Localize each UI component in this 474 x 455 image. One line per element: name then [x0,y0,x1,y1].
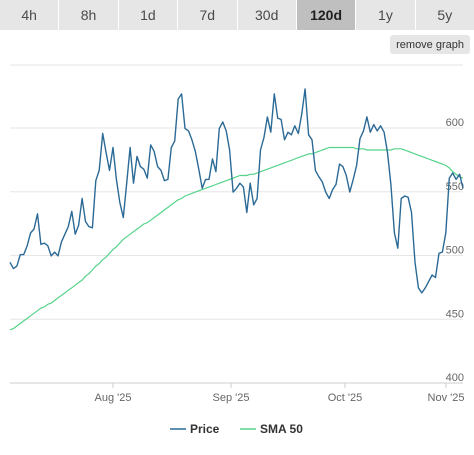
remove-graph-button[interactable]: remove graph [390,35,470,54]
tab-120d[interactable]: 120d [296,0,357,30]
legend-item-label[interactable]: Price [190,422,220,436]
time-range-tabs: 4h 8h 1d 7d 30d 120d 1y 5y [0,0,474,30]
tab-4h[interactable]: 4h [0,0,60,30]
tab-1y[interactable]: 1y [356,0,416,30]
legend-item-label[interactable]: SMA 50 [260,422,303,436]
y-axis: 400 450 500 550 600 [446,117,464,384]
tab-8h[interactable]: 8h [59,0,119,30]
y-tick-label: 600 [446,117,464,129]
tab-7d[interactable]: 7d [178,0,238,30]
tab-30d[interactable]: 30d [237,0,297,30]
chart-grid [10,64,463,384]
chart-legend: Price SMA 50 [170,422,303,436]
x-tick-label: Oct '25 [328,392,363,404]
y-tick-label: 550 [446,181,464,193]
x-tick-label: Nov '25 [428,392,465,404]
tab-1d[interactable]: 1d [118,0,179,30]
price-line [9,88,464,294]
x-axis: Aug '25 Sep '25 Oct '25 Nov '25 [95,383,465,404]
chart-series [9,88,464,331]
tab-5y[interactable]: 5y [415,0,474,30]
y-tick-label: 400 [446,372,464,384]
x-tick-label: Aug '25 [95,392,132,404]
x-tick-label: Sep '25 [213,392,250,404]
y-tick-label: 500 [446,245,464,257]
y-tick-label: 450 [446,308,464,320]
